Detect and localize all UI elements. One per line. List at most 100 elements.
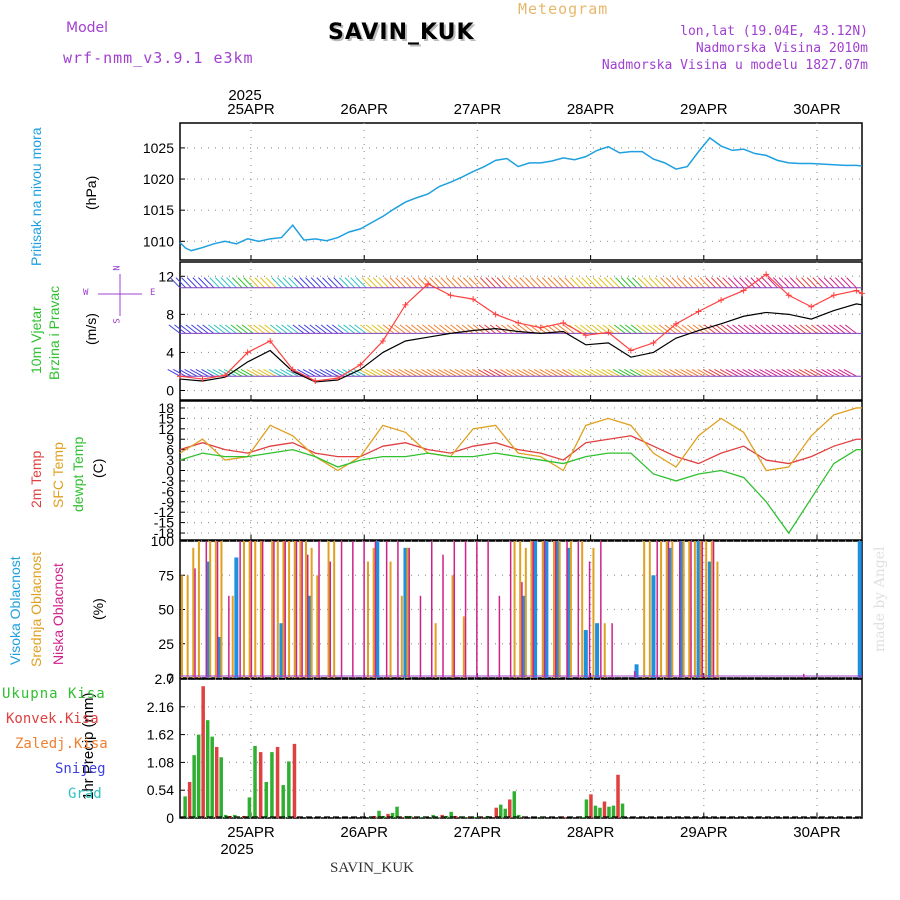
wind-barb [799, 324, 812, 334]
wind-barb [325, 369, 339, 377]
wind-barb [398, 369, 412, 377]
wind-barb [821, 369, 835, 377]
wind-barb [502, 277, 513, 289]
precip-bar [205, 720, 210, 818]
wind-barb [744, 277, 756, 289]
top-day-label: 30APR [793, 101, 841, 118]
panel-frame [179, 678, 863, 819]
precip-bar [395, 806, 399, 818]
wind-barb [303, 324, 316, 334]
wind-barb [248, 277, 260, 289]
precip-bar [611, 805, 616, 818]
precip-bar [210, 736, 214, 818]
wind-barb [421, 369, 434, 377]
wind-barb [637, 277, 649, 289]
mid-cloud-bar [569, 541, 572, 678]
wind-barb [776, 369, 789, 377]
low-cloud-bar [859, 675, 861, 678]
wind-barb [409, 369, 423, 377]
wind-gust-marker [379, 337, 386, 344]
wind-barb [743, 324, 756, 334]
mid-cloud-bar [558, 541, 561, 678]
low-cloud-bar [532, 541, 534, 678]
low-cloud-bar [476, 541, 478, 678]
wind-barb [281, 324, 294, 334]
wind-barb [632, 277, 643, 289]
wind-barb [348, 324, 361, 334]
mid-cloud-bar [665, 541, 668, 678]
wind-barb [619, 324, 632, 334]
y-tick-label: 15 [158, 410, 174, 426]
wind-barb [722, 277, 733, 289]
wind-barb [322, 277, 333, 289]
wind-barb [370, 369, 384, 377]
precip-bar [494, 807, 499, 818]
precip-bar [275, 746, 280, 818]
wind-barb [282, 277, 294, 289]
bottom-day-label: 28APR [567, 824, 615, 841]
mid-cloud-bar [682, 541, 685, 678]
wind-barb [810, 369, 823, 377]
wind-gust-marker [222, 372, 229, 379]
wind-barb [399, 324, 412, 334]
wind-barb [519, 277, 530, 289]
wind-barb [387, 369, 401, 377]
mid-cloud-bar [406, 547, 409, 678]
wind-barb [575, 277, 587, 289]
wind-barb [726, 324, 739, 334]
mid-cloud-bar [367, 561, 369, 678]
wind-barb [474, 277, 485, 289]
top-day-label: 25APR [227, 101, 275, 118]
wind-barb [756, 277, 767, 289]
pressure-line [179, 136, 863, 252]
wind-barb [293, 277, 305, 289]
wind-barb [332, 324, 344, 334]
mid-cloud-bar [660, 541, 663, 678]
wind-barb [705, 277, 716, 289]
wind-barb [384, 277, 395, 289]
low-cloud-bar [543, 541, 546, 678]
wind-gust-marker [357, 361, 364, 368]
low-cloud-bar [385, 541, 388, 678]
wind-gust-marker [605, 329, 612, 336]
wind-barb [691, 369, 705, 377]
wind-barb [643, 277, 654, 289]
wind-barb [533, 369, 547, 377]
wind-barb [725, 369, 739, 377]
precip-bar [598, 807, 602, 818]
wind-barb [434, 277, 446, 289]
wind-barb [169, 277, 181, 289]
wind-barb [771, 324, 784, 334]
wind-barb [186, 277, 198, 289]
wind-barb [832, 369, 846, 377]
wind-barb [578, 369, 592, 377]
precip-bar [620, 803, 625, 818]
precip-bar [187, 781, 192, 818]
wind-barb [586, 277, 598, 289]
high-cloud-bar [555, 541, 560, 678]
wind-barb [308, 369, 322, 377]
wind-barb [360, 324, 372, 334]
mid-cloud-bar [705, 541, 708, 678]
low-cloud-bar [431, 541, 433, 678]
wind-barb [226, 277, 237, 289]
wind-barb [635, 369, 649, 377]
wind-barb [191, 324, 203, 334]
wind-barb [733, 277, 744, 289]
y-tick-label: 9 [166, 431, 174, 447]
wind-barb [688, 277, 699, 289]
precip-bar [386, 813, 390, 818]
wind-gust-line [179, 273, 863, 382]
wind-barb [371, 324, 384, 334]
wind-barb [219, 324, 232, 334]
y-tick-label: -12 [154, 504, 174, 520]
wind-barb [687, 324, 699, 334]
wind-barb [699, 277, 711, 289]
wind-barb [580, 324, 592, 334]
panel-frame [179, 261, 863, 401]
wind-barb [184, 369, 198, 377]
wind-barb [412, 277, 423, 289]
wind-barb [652, 369, 665, 377]
precip-bar [281, 785, 285, 818]
wind-barb [613, 324, 626, 334]
